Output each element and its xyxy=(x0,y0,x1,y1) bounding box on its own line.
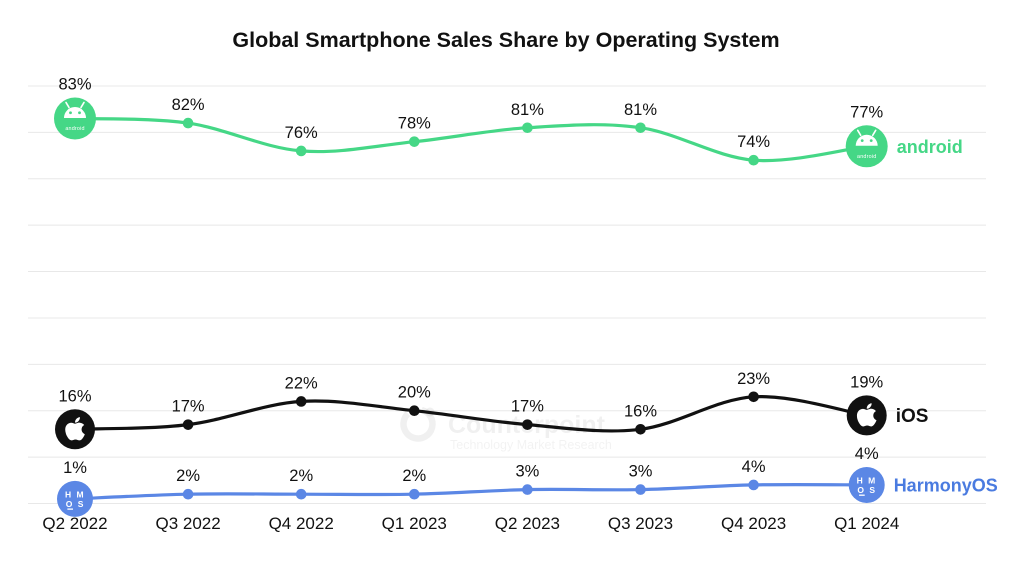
series-layer: 83% 82% 76% 78% 81% 81% 74% 77% android android an… xyxy=(54,75,998,517)
iOS-value-label-Q4 2023: 23% xyxy=(737,370,770,388)
android-point-Q3 2022[interactable] xyxy=(182,117,194,129)
HarmonyOS-point-Q3 2022[interactable] xyxy=(182,488,194,500)
HarmonyOS-point-Q3 2023[interactable] xyxy=(635,484,646,495)
android-value-label-Q3 2023: 81% xyxy=(624,101,657,119)
x-axis-label-Q2 2022: Q2 2022 xyxy=(42,514,107,533)
iOS-end-icon[interactable] xyxy=(846,395,887,436)
HarmonyOS-value-label-Q4 2023: 4% xyxy=(742,458,766,476)
android-value-label-Q2 2023: 81% xyxy=(511,101,544,119)
svg-text:H M: H M xyxy=(857,475,877,485)
HarmonyOS-line xyxy=(73,482,869,501)
iOS-value-label-Q4 2022: 22% xyxy=(285,374,318,392)
iOS-point-Q4 2022[interactable] xyxy=(295,396,307,407)
android-value-label-Q2 2022: 83% xyxy=(58,75,91,93)
HarmonyOS-series-label: HarmonyOS xyxy=(894,475,998,495)
HarmonyOS-point-Q2 2023[interactable] xyxy=(522,484,533,495)
x-axis-labels: Q2 2022 Q3 2022 Q4 2022 Q1 2023 Q2 2023 Q3 20… xyxy=(42,514,899,533)
HarmonyOS-value-label-Q3 2022: 2% xyxy=(176,467,200,485)
HarmonyOS-value-label-Q2 2023: 3% xyxy=(515,463,539,481)
HarmonyOS-value-label-Q3 2023: 3% xyxy=(629,463,653,481)
iOS-line xyxy=(73,395,869,433)
HarmonyOS-end-icon[interactable]: H MO S xyxy=(848,466,885,503)
gridlines xyxy=(28,85,986,504)
android-line xyxy=(73,116,869,163)
series-HarmonyOS: 1% 2% 2% 2% 3% 3% 4%4%H MO SH MO S HarmonyOS xyxy=(57,445,998,517)
series-iOS: 16% 17% 22% 20% 17% 16% 23% 19% iOS xyxy=(55,370,929,450)
x-axis-label-Q4 2023: Q4 2023 xyxy=(721,514,786,533)
HarmonyOS-point-Q4 2023[interactable] xyxy=(748,479,759,491)
android-value-label-Q3 2022: 82% xyxy=(172,96,205,114)
android-point-Q3 2023[interactable] xyxy=(635,122,646,134)
iOS-value-label-Q3 2022: 17% xyxy=(172,398,205,416)
android-point-Q2 2023[interactable] xyxy=(522,122,533,134)
iOS-point-Q2 2023[interactable] xyxy=(522,419,533,430)
HarmonyOS-value-label-Q1 2024: 4% xyxy=(855,445,879,463)
HarmonyOS-point-Q4 2022[interactable] xyxy=(295,488,307,500)
HarmonyOS-value-label-Q4 2022: 2% xyxy=(289,467,313,485)
svg-text:O S: O S xyxy=(66,499,85,509)
x-axis-label-Q2 2023: Q2 2023 xyxy=(495,514,560,533)
iOS-start-icon[interactable] xyxy=(55,409,95,450)
svg-text:android: android xyxy=(857,154,876,160)
iOS-value-label-Q3 2023: 16% xyxy=(624,402,657,420)
series-android: 83% 82% 76% 78% 81% 81% 74% 77% android android an… xyxy=(54,75,963,168)
iOS-value-label-Q2 2023: 17% xyxy=(511,398,544,416)
svg-text:O S: O S xyxy=(857,485,876,495)
x-axis-label-Q1 2023: Q1 2023 xyxy=(382,514,447,533)
android-point-Q4 2023[interactable] xyxy=(748,154,759,166)
HarmonyOS-value-label-Q1 2023: 2% xyxy=(402,467,426,485)
iOS-value-label-Q2 2022: 16% xyxy=(58,387,91,405)
android-value-label-Q4 2023: 74% xyxy=(737,133,770,151)
x-axis-label-Q3 2022: Q3 2022 xyxy=(155,514,220,533)
android-start-icon[interactable]: android xyxy=(54,97,96,140)
svg-text:android: android xyxy=(65,126,84,132)
iOS-point-Q1 2023[interactable] xyxy=(409,405,420,417)
iOS-point-Q4 2023[interactable] xyxy=(748,391,759,403)
counterpoint-watermark: Counterpoint Technology Market Research xyxy=(400,406,612,452)
HarmonyOS-value-label-Q2 2022: 1% xyxy=(63,459,87,477)
android-point-Q1 2023[interactable] xyxy=(409,136,420,147)
iOS-value-label-Q1 2023: 20% xyxy=(398,384,431,402)
iOS-point-Q3 2022[interactable] xyxy=(182,419,194,430)
android-series-label: android xyxy=(897,137,963,157)
iOS-value-label-Q1 2024: 19% xyxy=(850,373,883,391)
svg-text:H M: H M xyxy=(65,489,85,499)
iOS-series-label: iOS xyxy=(896,406,929,427)
x-axis-label-Q4 2022: Q4 2022 xyxy=(269,514,334,533)
HarmonyOS-start-icon[interactable]: H MO S xyxy=(57,480,93,517)
android-value-label-Q1 2024: 77% xyxy=(850,103,883,121)
chart-title: Global Smartphone Sales Share by Operati… xyxy=(232,28,779,52)
watermark-tagline: Technology Market Research xyxy=(450,438,612,452)
x-axis-label-Q1 2024: Q1 2024 xyxy=(834,514,899,533)
android-point-Q4 2022[interactable] xyxy=(295,145,307,157)
android-value-label-Q1 2023: 78% xyxy=(398,115,431,133)
android-end-icon[interactable]: android xyxy=(845,125,888,168)
iOS-point-Q3 2023[interactable] xyxy=(635,423,646,435)
HarmonyOS-point-Q1 2023[interactable] xyxy=(409,488,420,500)
android-value-label-Q4 2022: 76% xyxy=(285,124,318,142)
x-axis-label-Q3 2023: Q3 2023 xyxy=(608,514,673,533)
